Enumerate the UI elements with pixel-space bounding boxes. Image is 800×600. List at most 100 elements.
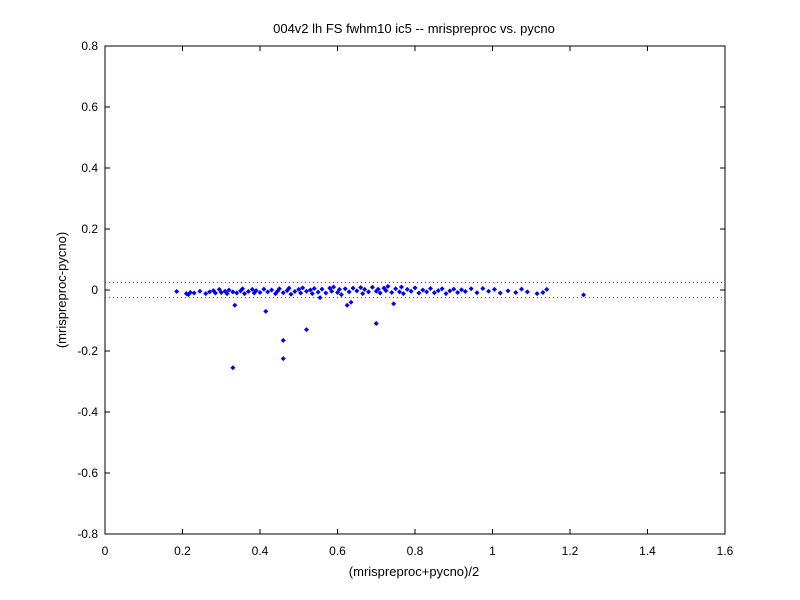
data-point	[212, 290, 218, 296]
data-point	[280, 356, 286, 362]
data-point	[431, 290, 437, 296]
data-point	[174, 289, 180, 295]
data-point	[468, 286, 474, 292]
data-point	[286, 285, 292, 291]
data-point	[348, 299, 354, 305]
y-tick-label: -0.4	[77, 405, 98, 419]
y-tick-label: 0.6	[81, 100, 98, 114]
data-point	[505, 288, 511, 294]
data-point	[234, 290, 240, 296]
x-tick-label: 1	[489, 544, 496, 558]
data-point	[420, 287, 426, 293]
x-tick-label: 1.4	[639, 544, 656, 558]
data-point	[331, 284, 337, 290]
y-tick-label: -0.6	[77, 466, 98, 480]
data-point	[544, 286, 550, 292]
data-point	[540, 289, 546, 295]
data-point	[342, 286, 348, 292]
data-point	[307, 287, 313, 293]
data-point	[276, 286, 282, 292]
x-tick-label: 0	[102, 544, 109, 558]
data-point	[311, 285, 317, 291]
data-point	[338, 292, 344, 298]
data-point	[373, 321, 379, 327]
data-point	[261, 286, 267, 292]
x-tick-label: 0.6	[329, 544, 346, 558]
data-point	[226, 287, 232, 293]
x-tick-label: 1.6	[717, 544, 734, 558]
data-point	[486, 288, 492, 294]
data-point	[424, 289, 430, 295]
data-point	[263, 308, 269, 314]
data-point	[350, 285, 356, 291]
data-point	[317, 295, 323, 301]
y-tick-label: 0	[91, 283, 98, 297]
data-point	[191, 290, 197, 296]
data-point	[491, 286, 497, 292]
data-point	[245, 289, 251, 295]
data-point	[344, 302, 350, 308]
data-point	[581, 292, 587, 298]
data-point	[336, 286, 342, 292]
data-point	[309, 291, 315, 297]
y-tick-label: 0.2	[81, 222, 98, 236]
data-point	[280, 337, 286, 343]
data-point	[366, 289, 371, 295]
data-point	[397, 289, 402, 295]
data-point	[369, 284, 375, 290]
data-point	[304, 327, 309, 333]
y-tick-label: -0.8	[77, 527, 98, 541]
data-point	[524, 289, 530, 295]
data-point	[257, 289, 263, 295]
data-point	[391, 301, 397, 307]
data-point	[346, 289, 352, 295]
data-point	[354, 288, 360, 294]
reference-lines	[105, 281, 725, 299]
data-point	[240, 286, 246, 292]
data-point	[447, 288, 453, 294]
data-point	[474, 290, 480, 296]
data-point	[197, 288, 203, 294]
data-point	[362, 286, 368, 292]
data-point	[253, 288, 259, 294]
data-point	[389, 289, 395, 295]
chart-title: 004v2 lh FS fwhm10 ic5 -- mrispreproc vs…	[273, 21, 555, 36]
y-tick-label: -0.2	[77, 344, 98, 358]
data-point	[428, 285, 433, 291]
x-tick-label: 0.4	[252, 544, 269, 558]
data-point	[265, 289, 271, 295]
data-point	[534, 291, 540, 297]
data-point	[377, 290, 383, 296]
data-point	[480, 285, 486, 291]
data-point	[385, 283, 391, 289]
data-points	[174, 283, 587, 371]
data-point	[519, 286, 525, 292]
x-axis-label: (mrispreproc+pycno)/2	[349, 564, 479, 579]
y-tick-label: 0.4	[81, 161, 98, 175]
data-point	[451, 286, 457, 292]
data-point	[242, 291, 247, 297]
data-point	[400, 291, 406, 297]
data-point	[459, 287, 464, 293]
y-axis-label: (mrispreproc-pycno)	[54, 232, 69, 348]
data-point	[300, 285, 306, 291]
data-point	[462, 289, 468, 295]
data-point	[412, 285, 418, 291]
data-point	[288, 291, 294, 297]
data-point	[404, 286, 410, 292]
data-point	[296, 286, 302, 292]
data-point	[304, 288, 309, 294]
data-point	[435, 288, 441, 294]
data-point	[203, 291, 209, 297]
data-point	[224, 291, 230, 297]
data-point	[232, 302, 238, 308]
data-point	[416, 290, 422, 296]
data-point	[393, 286, 399, 292]
data-point	[292, 289, 298, 295]
y-tick-label: 0.8	[81, 39, 98, 53]
data-point	[249, 286, 255, 292]
data-point	[383, 288, 389, 294]
data-point	[280, 290, 286, 296]
